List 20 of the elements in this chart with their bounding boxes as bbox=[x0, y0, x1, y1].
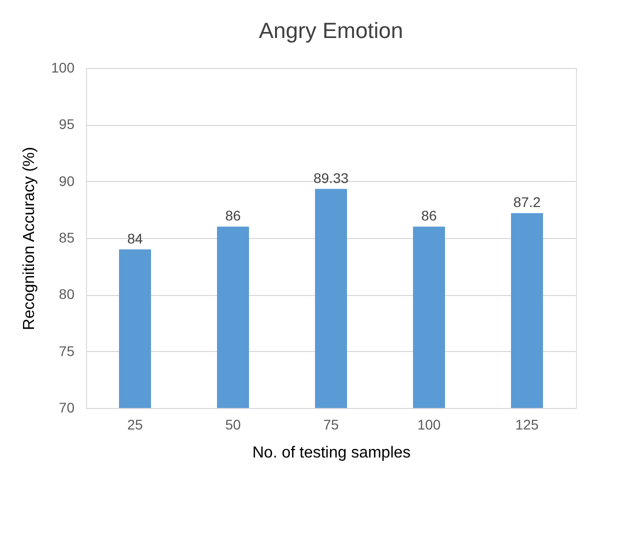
y-tick-label: 75 bbox=[58, 342, 75, 359]
x-tick-label: 125 bbox=[515, 416, 539, 432]
data-label: 86 bbox=[225, 208, 241, 224]
data-label: 86 bbox=[421, 208, 437, 224]
chart-title: Angry Emotion bbox=[258, 18, 404, 43]
y-tick-label: 90 bbox=[58, 172, 75, 189]
x-tick-label: 25 bbox=[127, 416, 143, 432]
x-tick-label: 100 bbox=[417, 416, 441, 432]
x-axis-title: No. of testing samples bbox=[252, 444, 411, 462]
y-tick-label: 100 bbox=[51, 60, 75, 76]
y-axis-title: Recognition Accuracy (%) bbox=[21, 146, 38, 330]
data-label: 89.33 bbox=[313, 170, 349, 186]
data-label: 84 bbox=[127, 230, 143, 246]
x-tick-label: 75 bbox=[323, 416, 339, 432]
y-tick-label: 85 bbox=[58, 230, 75, 246]
y-tick-label: 95 bbox=[58, 116, 75, 132]
data-label: 87.2 bbox=[513, 194, 541, 210]
y-tick-label: 80 bbox=[58, 286, 75, 302]
y-tick-label: 70 bbox=[58, 400, 75, 416]
x-tick-label: 50 bbox=[225, 416, 241, 432]
